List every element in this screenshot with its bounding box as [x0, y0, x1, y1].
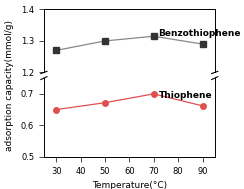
X-axis label: Temperature(°C): Temperature(°C): [92, 181, 167, 189]
Text: Thiophene: Thiophene: [159, 91, 212, 100]
Text: adsorption capacity(mmol/g): adsorption capacity(mmol/g): [5, 19, 14, 151]
Text: Benzothiophene: Benzothiophene: [159, 29, 241, 38]
